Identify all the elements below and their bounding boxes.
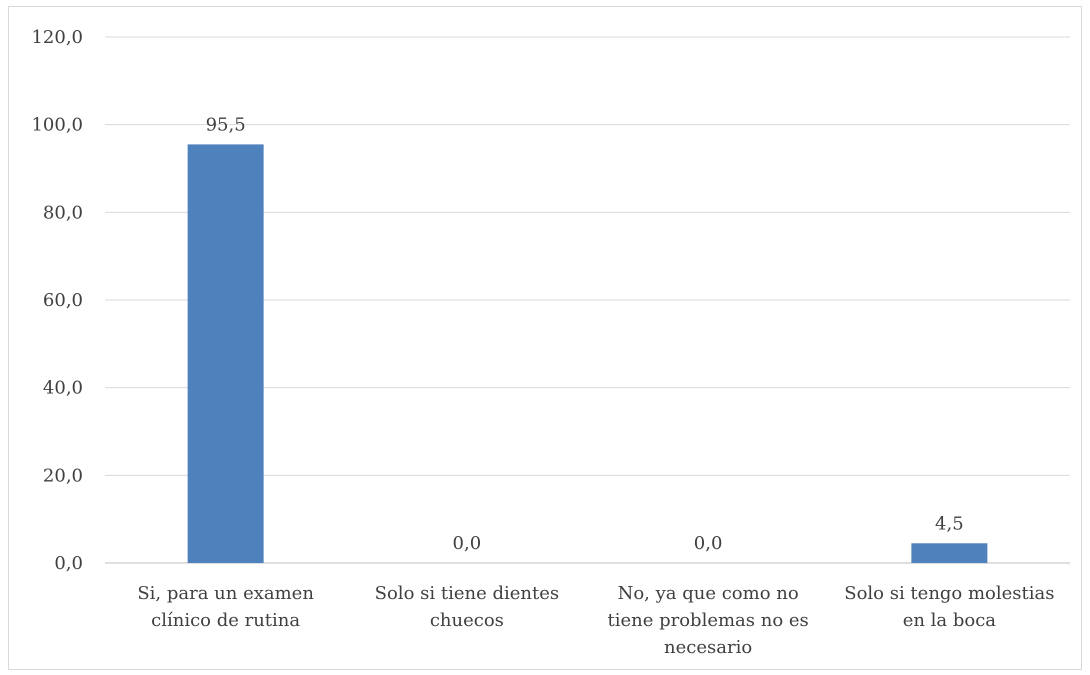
x-tick-label: No, ya que como no tiene problemas no es n… [607,583,808,658]
chart-area [8,6,1082,670]
data-label: 4,5 [935,513,964,534]
y-tick-label: 80,0 [43,202,83,223]
x-tick-label-line: Solo si tengo molestias [844,583,1054,604]
y-tick-label: 120,0 [31,27,83,48]
x-tick-label-line: No, ya que como no [618,583,799,604]
y-tick-label: 20,0 [43,465,83,486]
x-tick-label: Solo si tengo molestias en la boca [844,583,1054,631]
y-tick-label: 40,0 [43,378,83,399]
bar [911,543,988,563]
x-tick-label-line: en la boca [903,610,997,631]
data-label: 95,5 [206,114,246,135]
x-tick-label: Si, para un examen clínico de rutina [137,583,314,631]
y-tick-label: 0,0 [54,553,83,574]
y-tick-label: 100,0 [31,115,83,136]
data-label: 0,0 [694,533,723,554]
data-label: 0,0 [453,533,482,554]
x-tick-label-line: clínico de rutina [151,610,300,631]
x-tick-label-line: chuecos [430,610,504,631]
bar [187,144,264,563]
x-tick-label-line: Solo si tiene dientes [375,583,559,604]
x-tick-label-line: tiene problemas no es [607,610,808,631]
x-tick-label-line: necesario [664,637,752,658]
y-tick-label: 60,0 [43,290,83,311]
x-tick-label-line: Si, para un examen [137,583,314,604]
x-tick-label: Solo si tiene dientes chuecos [375,583,559,631]
